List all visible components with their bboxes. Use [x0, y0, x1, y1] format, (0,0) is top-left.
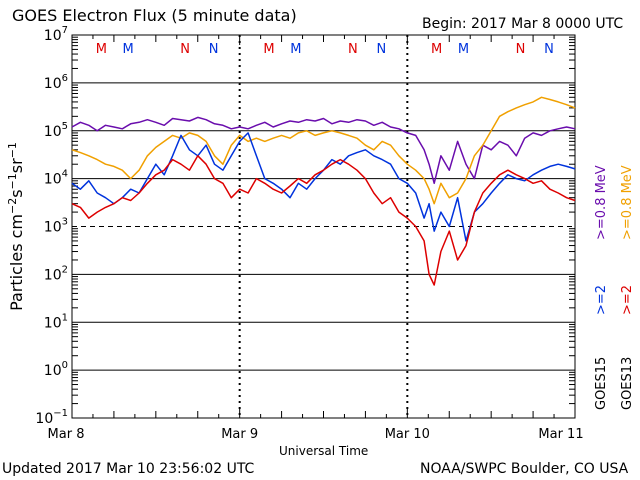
y-axis-label: Particles cm−2s−1sr−1	[6, 142, 26, 311]
x-axis-label: Universal Time	[279, 444, 369, 458]
y-axis-label-text: Particles cm−2s−1sr−1	[6, 142, 26, 311]
orbit-marker: M	[96, 42, 107, 57]
legend-entry: >=2	[594, 285, 609, 315]
orbit-marker: M	[123, 42, 134, 57]
y-tick-label: 107	[44, 25, 68, 44]
x-tick-label: Mar 8	[48, 427, 85, 442]
orbit-marker: N	[348, 42, 358, 57]
legend-entry: >=0.8 MeV	[620, 165, 635, 240]
y-tick-label: 102	[44, 264, 68, 283]
y-tick-label: 100	[44, 360, 68, 379]
orbit-marker: N	[544, 42, 554, 57]
credit-line: NOAA/SWPC Boulder, CO USA	[420, 461, 629, 477]
legend-entry: GOES15	[594, 357, 609, 410]
x-tick-labels: Mar 8 Mar 9 Mar 10 Mar 11	[48, 427, 584, 442]
y-tick-label: 104	[44, 169, 68, 188]
legend-entry: >=0.8 MeV	[594, 165, 609, 240]
gridlines	[71, 35, 576, 418]
y-tick-label: 101	[44, 312, 68, 331]
orbit-marker: N	[376, 42, 386, 57]
legend-entry: >=2	[620, 285, 635, 315]
y-tick-label: 106	[44, 73, 68, 92]
orbit-marker: N	[209, 42, 219, 57]
y-tick-labels: 10−1 100 101 102 103 104 105 106 107	[35, 25, 68, 427]
x-tick-label: Mar 11	[538, 427, 583, 442]
y-tick-label: 103	[44, 217, 68, 236]
x-tick-label: Mar 10	[385, 427, 430, 442]
series-line-0	[71, 116, 576, 185]
orbit-marker: M	[431, 42, 442, 57]
series-line-1	[71, 96, 576, 205]
right-legend: GOES13 GOES15 >=2 >=2 >=0.8 MeV >=0.8 MeV	[594, 165, 635, 410]
y-tick-label: 105	[44, 121, 68, 140]
series-line-3	[71, 155, 576, 286]
orbit-marker: N	[180, 42, 190, 57]
x-tick-label: Mar 9	[221, 427, 258, 442]
chart-title: GOES Electron Flux (5 minute data)	[12, 6, 297, 25]
series-line-2	[71, 132, 576, 242]
updated-timestamp: Updated 2017 Mar 10 23:56:02 UTC	[2, 461, 255, 477]
orbit-marker: N	[516, 42, 526, 57]
begin-date: Begin: 2017 Mar 8 0000 UTC	[422, 16, 624, 32]
orbit-marker: M	[290, 42, 301, 57]
legend-entry: GOES13	[620, 357, 635, 410]
series-lines	[71, 96, 576, 286]
orbit-marker: M	[263, 42, 274, 57]
y-tick-label: 10−1	[35, 408, 68, 427]
orbit-marker: M	[458, 42, 469, 57]
